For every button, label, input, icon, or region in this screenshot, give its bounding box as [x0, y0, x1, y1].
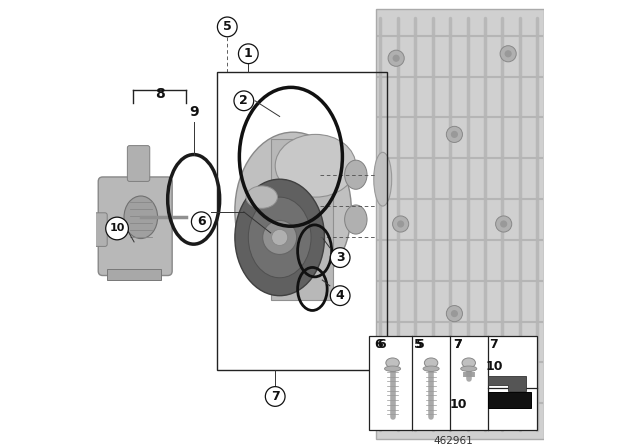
Circle shape	[504, 50, 512, 57]
Circle shape	[446, 126, 463, 142]
Ellipse shape	[424, 358, 438, 368]
Polygon shape	[488, 376, 526, 391]
Text: 6: 6	[197, 215, 205, 228]
Text: 1: 1	[244, 47, 253, 60]
Ellipse shape	[344, 160, 367, 190]
Ellipse shape	[462, 358, 476, 368]
FancyBboxPatch shape	[76, 213, 108, 246]
Text: 9: 9	[189, 105, 198, 119]
Circle shape	[392, 386, 409, 402]
Ellipse shape	[246, 186, 278, 208]
Ellipse shape	[235, 132, 351, 289]
Bar	[376, 9, 544, 439]
Text: 6: 6	[377, 337, 386, 351]
Text: 2: 2	[239, 94, 248, 108]
FancyBboxPatch shape	[99, 177, 172, 276]
Text: 10: 10	[485, 360, 502, 373]
Text: 7: 7	[454, 337, 462, 351]
Ellipse shape	[386, 358, 399, 368]
Circle shape	[262, 220, 297, 254]
Circle shape	[218, 17, 237, 37]
Circle shape	[239, 44, 258, 64]
FancyBboxPatch shape	[127, 146, 150, 181]
Text: 462961: 462961	[433, 436, 473, 446]
Circle shape	[392, 55, 400, 62]
Ellipse shape	[275, 134, 356, 197]
Text: 7: 7	[490, 337, 498, 351]
Circle shape	[266, 387, 285, 406]
Bar	[271, 139, 333, 300]
Text: 7: 7	[453, 337, 462, 351]
Text: 6: 6	[374, 337, 383, 351]
Ellipse shape	[248, 197, 311, 278]
Bar	[369, 336, 538, 430]
Circle shape	[330, 286, 350, 306]
Bar	[217, 72, 387, 370]
Ellipse shape	[344, 205, 367, 234]
Ellipse shape	[385, 366, 401, 371]
Circle shape	[451, 131, 458, 138]
Circle shape	[451, 310, 458, 317]
Text: 5: 5	[414, 337, 423, 351]
Circle shape	[495, 216, 512, 232]
Circle shape	[397, 220, 404, 228]
Circle shape	[106, 217, 129, 240]
Ellipse shape	[124, 196, 157, 238]
Ellipse shape	[374, 152, 392, 206]
Circle shape	[500, 46, 516, 62]
Circle shape	[388, 50, 404, 66]
Circle shape	[397, 391, 404, 398]
Bar	[376, 9, 544, 439]
Circle shape	[495, 391, 512, 407]
Ellipse shape	[423, 366, 439, 371]
Circle shape	[234, 91, 253, 111]
Text: 5: 5	[415, 337, 424, 351]
Text: 10: 10	[109, 224, 125, 233]
Circle shape	[191, 212, 211, 232]
Circle shape	[500, 220, 508, 228]
Polygon shape	[488, 392, 531, 408]
Circle shape	[330, 248, 350, 267]
Circle shape	[500, 395, 508, 402]
Text: 10: 10	[449, 398, 467, 411]
Ellipse shape	[235, 179, 324, 296]
Circle shape	[271, 229, 288, 246]
Text: 3: 3	[336, 251, 344, 264]
Circle shape	[392, 216, 409, 232]
Circle shape	[446, 306, 463, 322]
Bar	[108, 269, 161, 280]
Text: 4: 4	[336, 289, 344, 302]
Text: 5: 5	[223, 20, 232, 34]
Text: 7: 7	[271, 390, 280, 403]
Ellipse shape	[461, 366, 477, 371]
Text: 8: 8	[155, 87, 165, 101]
